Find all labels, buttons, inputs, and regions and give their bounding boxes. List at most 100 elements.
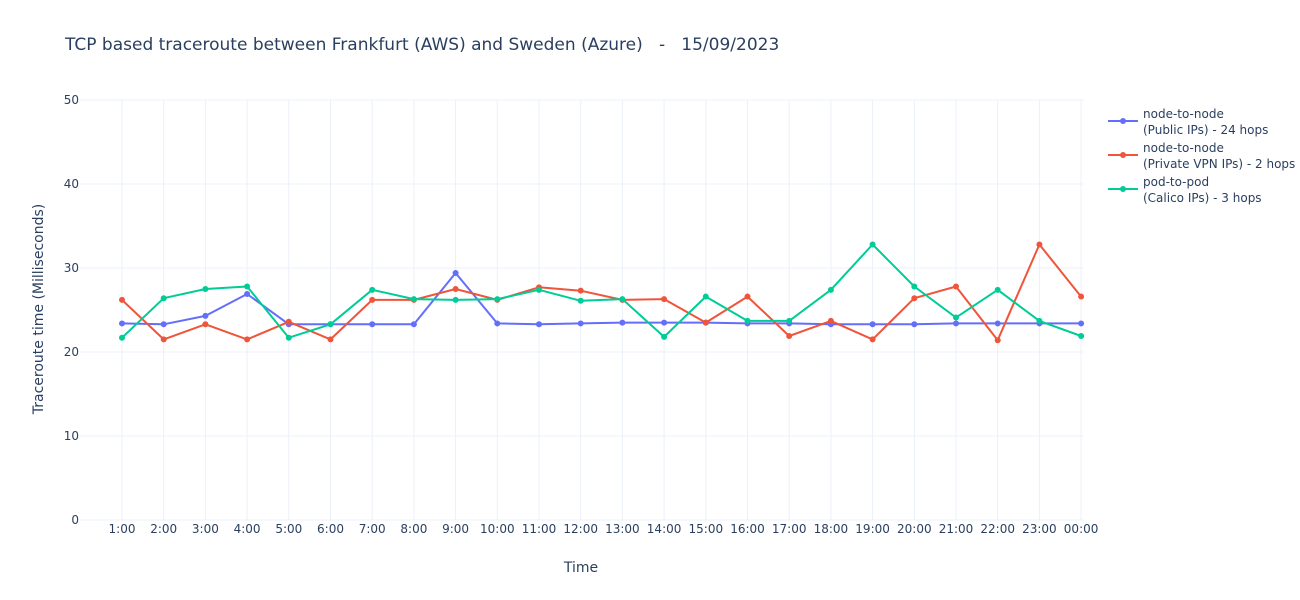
x-tick-label: 2:00 <box>150 522 177 536</box>
data-point <box>494 296 501 303</box>
axis-ticks: 1:00 2:00 3:00 4:00 5:00 6:00 7:00 8:00 9:00 10:0… <box>64 93 1099 536</box>
x-tick-label: 11:00 <box>522 522 557 536</box>
y-tick-label: 30 <box>64 261 79 275</box>
gridlines <box>80 99 1084 521</box>
legend-label-detail: (Private VPN IPs) - 2 hops <box>1143 157 1295 171</box>
data-point <box>869 336 876 343</box>
x-tick-label: 23:00 <box>1022 522 1057 536</box>
data-point <box>369 321 376 328</box>
data-point <box>452 296 459 303</box>
data-point <box>285 318 292 325</box>
data-point <box>619 319 626 326</box>
data-point <box>1036 317 1043 324</box>
series-line <box>121 272 1082 326</box>
x-tick-label: 5:00 <box>275 522 302 536</box>
data-point <box>577 287 584 294</box>
data-point <box>452 270 459 277</box>
data-point <box>244 336 251 343</box>
legend-label-detail: (Calico IPs) - 3 hops <box>1143 191 1262 205</box>
data-point <box>661 296 668 303</box>
data-point <box>119 320 125 327</box>
data-point <box>994 320 1001 327</box>
data-point <box>744 293 751 300</box>
legend-label-detail: (Public IPs) - 24 hops <box>1143 123 1268 137</box>
data-point <box>327 321 334 328</box>
data-point <box>1078 320 1084 327</box>
data-point <box>202 286 209 292</box>
x-tick-label: 22:00 <box>980 522 1015 536</box>
data-point <box>369 286 376 293</box>
x-tick-label: 10:00 <box>480 522 515 536</box>
data-point <box>702 319 709 326</box>
data-point <box>994 337 1001 344</box>
x-tick-label: 1:00 <box>109 522 136 536</box>
y-tick-label: 50 <box>64 93 79 107</box>
data-point <box>244 291 251 298</box>
x-tick-label: 9:00 <box>442 522 469 536</box>
data-point <box>119 334 125 341</box>
series-lines <box>119 241 1084 344</box>
data-point <box>327 336 334 343</box>
x-axis-title: Time <box>563 560 598 576</box>
legend-swatch-marker <box>1120 186 1126 192</box>
y-tick-label: 40 <box>64 177 79 191</box>
x-tick-label: 14:00 <box>647 522 682 536</box>
x-tick-label: 6:00 <box>317 522 344 536</box>
x-tick-label: 16:00 <box>730 522 765 536</box>
data-point <box>994 286 1001 293</box>
data-point <box>1078 333 1084 340</box>
data-point <box>244 283 251 290</box>
x-tick-label: 18:00 <box>814 522 849 536</box>
y-tick-label: 20 <box>64 345 79 359</box>
data-point <box>911 283 918 290</box>
legend: node-to-node (Public IPs) - 24 hops node-t… <box>1108 107 1295 205</box>
series-group <box>119 241 1084 341</box>
data-point <box>1036 241 1043 248</box>
data-point <box>494 320 501 327</box>
series-line <box>121 243 1082 342</box>
legend-label: node-to-node <box>1143 107 1224 121</box>
data-point <box>410 296 417 303</box>
data-point <box>410 321 417 328</box>
data-point <box>827 286 834 293</box>
x-tick-label: 12:00 <box>563 522 598 536</box>
data-point <box>119 296 125 303</box>
x-tick-label: 19:00 <box>855 522 890 536</box>
data-point <box>661 319 668 326</box>
data-point <box>285 334 292 341</box>
x-tick-label: 3:00 <box>192 522 219 536</box>
data-point <box>452 286 459 292</box>
data-point <box>202 321 209 328</box>
data-point <box>536 321 542 328</box>
x-tick-label: 4:00 <box>234 522 261 536</box>
series-line <box>121 243 1082 339</box>
x-tick-label: 20:00 <box>897 522 932 536</box>
data-point <box>202 312 209 319</box>
data-point <box>577 297 584 304</box>
series-group <box>119 270 1084 328</box>
data-point <box>369 296 376 303</box>
data-point <box>953 283 959 290</box>
legend-swatch-marker <box>1120 152 1126 158</box>
x-tick-label: 8:00 <box>400 522 427 536</box>
data-point <box>786 317 793 324</box>
data-point <box>1078 293 1084 300</box>
x-tick-label: 7:00 <box>359 522 386 536</box>
data-point <box>744 317 751 324</box>
data-point <box>869 321 876 328</box>
legend-label: pod-to-pod <box>1143 175 1209 189</box>
legend-swatch-marker <box>1120 118 1126 124</box>
data-point <box>911 321 918 328</box>
data-point <box>577 320 584 327</box>
data-point <box>953 314 959 321</box>
x-tick-label: 21:00 <box>939 522 974 536</box>
y-axis-title: Traceroute time (Milliseconds) <box>31 204 47 415</box>
data-point <box>160 321 167 328</box>
chart-title: TCP based traceroute between Frankfurt (… <box>64 35 779 55</box>
data-point <box>661 333 668 340</box>
data-point <box>786 333 793 340</box>
x-tick-label: 13:00 <box>605 522 640 536</box>
data-point <box>953 320 959 327</box>
data-point <box>536 286 542 293</box>
